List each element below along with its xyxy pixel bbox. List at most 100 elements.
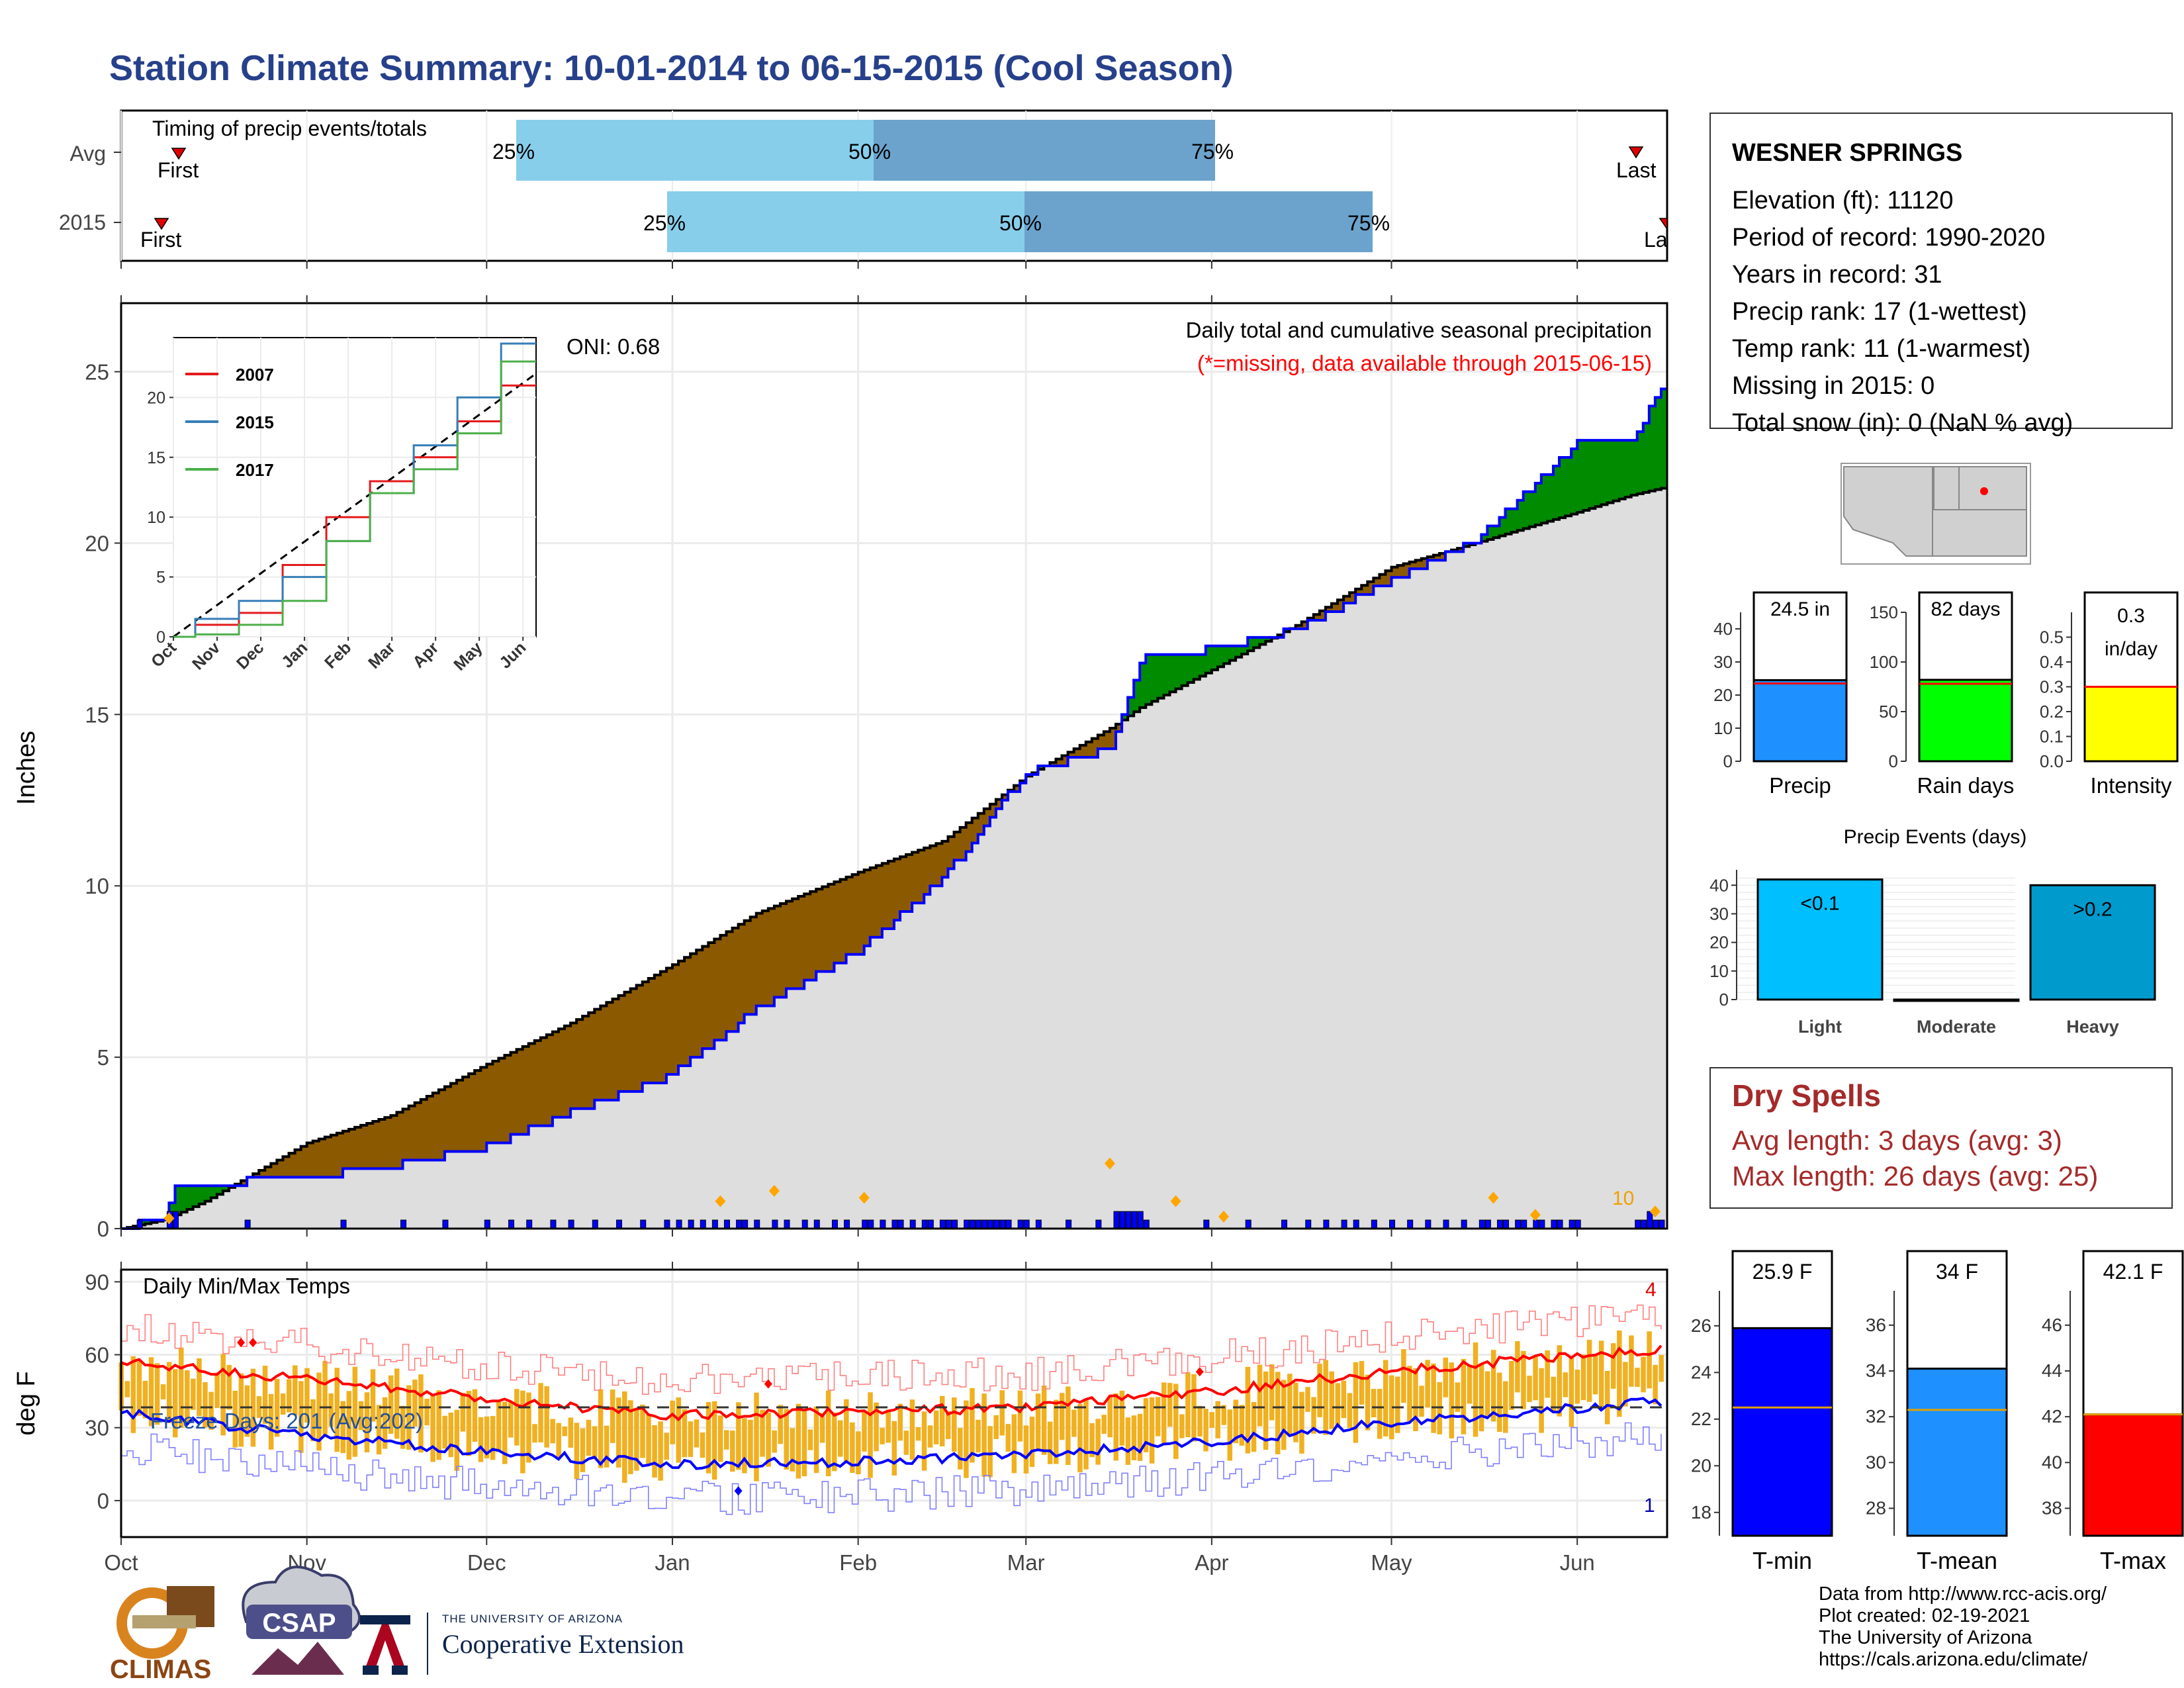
temp-range-bar [1227, 1409, 1233, 1461]
daily-precip-bar [1137, 1211, 1144, 1229]
temp-range-bar [958, 1428, 963, 1470]
avg-last-label: Last [1616, 158, 1657, 182]
temp-range-bar [1443, 1357, 1448, 1397]
daily-precip-bar [1635, 1219, 1641, 1229]
temp-range-bar [868, 1392, 873, 1478]
daily-precip-bar [711, 1219, 718, 1229]
daily-precip-bar [939, 1219, 946, 1229]
temp-range-bar [903, 1430, 909, 1455]
temp-range-bar [993, 1415, 999, 1439]
temp-range-bar [1083, 1399, 1089, 1470]
temp-range-bar [610, 1389, 615, 1443]
summary-ytick: 0.0 [2040, 751, 2064, 771]
daily-precip-bar [987, 1219, 994, 1229]
daily-precip-bar [1017, 1219, 1024, 1229]
daily-precip-bar [1035, 1219, 1042, 1229]
temp-summary-label: T-max [2100, 1547, 2166, 1574]
daily-precip-bar [772, 1219, 778, 1229]
orange-marker [715, 1195, 726, 1207]
temp-range-bar [1479, 1364, 1484, 1432]
temp-range-bar [514, 1389, 520, 1446]
precip-ytick: 5 [97, 1045, 109, 1070]
temp-range-bar [394, 1368, 400, 1439]
temp-range-bar [1245, 1366, 1251, 1454]
dry-spells-title: Dry Spells [1732, 1078, 1881, 1113]
inset-ytick: 0 [156, 628, 165, 647]
temp-range-bar [1305, 1387, 1310, 1412]
temp-range-bar [705, 1402, 711, 1474]
temp-range-bar [172, 1369, 178, 1438]
temp-range-bar [1598, 1340, 1604, 1407]
temp-range-bar [1203, 1409, 1208, 1452]
events-ytick: 40 [1709, 875, 1729, 895]
temp-range-bar [646, 1415, 651, 1466]
precip-missing-note: (*=missing, data available through 2015-… [1197, 351, 1652, 375]
temp-range-bar [1503, 1381, 1508, 1433]
temp-range-bar [154, 1363, 160, 1425]
avg-last-marker-icon [1628, 146, 1644, 159]
daily-precip-bar [1125, 1211, 1132, 1229]
station-location-icon [1980, 487, 1988, 495]
temp-range-bar [574, 1423, 580, 1479]
summary-label: Precip [1769, 773, 1831, 798]
daily-precip-bar [400, 1219, 407, 1229]
daily-precip-bar [981, 1219, 988, 1229]
daily-precip-bar [880, 1219, 886, 1229]
avg-min-line [120, 1397, 1662, 1470]
temp-range-bar [880, 1427, 885, 1444]
daily-precip-bar [1653, 1219, 1659, 1229]
temp-range-bar [1011, 1414, 1017, 1474]
temp-range-bar [556, 1423, 561, 1460]
temp-range-bar [831, 1412, 837, 1472]
temp-range-bar [430, 1394, 435, 1462]
summary-ytick: 0.3 [2040, 677, 2064, 697]
temp-range-bar [442, 1415, 447, 1449]
summary-ytick: 0 [1889, 751, 1898, 771]
temp-range-bar [1545, 1350, 1550, 1398]
temp-top-count: 4 [1645, 1279, 1657, 1301]
temp-range-bar [214, 1372, 220, 1409]
temp-summary-bars: 18 20 22 24 26 25.9 F T-min 28 30 32 34 36 34 F T-mea… [1691, 1250, 2184, 1574]
temp-range-bar [520, 1390, 525, 1474]
csap-logo: CSAP [242, 1566, 361, 1675]
station-temp-rank: Temp rank: 11 (1-warmest) [1732, 335, 2031, 363]
temp-range-bar [981, 1393, 987, 1477]
precip-ytick: 0 [97, 1217, 109, 1241]
temp-range-bar [766, 1412, 771, 1467]
daily-precip-bar [526, 1219, 533, 1229]
month-tick: Jan [655, 1550, 690, 1575]
inset-legend-2017: 2017 [236, 460, 274, 480]
page-title: Station Climate Summary: 10-01-2014 to 0… [109, 48, 1234, 88]
temp-range-bar [598, 1389, 604, 1468]
temp-range-bar [694, 1419, 700, 1448]
temp-range-bar [1484, 1371, 1490, 1417]
temp-range-bar [298, 1381, 304, 1453]
temp-range-bar [1149, 1397, 1155, 1464]
temp-range-bar [1101, 1415, 1107, 1434]
daily-precip-bar [664, 1219, 670, 1229]
daily-precip-bar [970, 1219, 976, 1229]
dry-spells-max: Max length: 26 days (avg: 25) [1732, 1160, 2099, 1192]
temp-range-bar [238, 1373, 244, 1447]
obs-pct25: 25% [643, 211, 686, 235]
temp-range-bar [334, 1368, 340, 1452]
temp-range-bar [1113, 1393, 1119, 1461]
summary-label: Rain days [1917, 773, 2015, 798]
obs-last-marker-icon [1659, 218, 1668, 231]
temp-range-bar [736, 1402, 741, 1470]
temp-range-bar [939, 1395, 945, 1446]
temp-range-bar [1515, 1341, 1520, 1393]
obs-first-marker-icon [154, 218, 169, 230]
temp-ytick: 0 [97, 1489, 109, 1513]
temp-range-bar [592, 1426, 598, 1460]
temp-range-bar [484, 1416, 490, 1459]
temp-range-bar [124, 1381, 130, 1397]
summary-ytick: 26 [1691, 1315, 1711, 1336]
daily-precip-bar [340, 1219, 347, 1229]
record-high-marker [1195, 1367, 1204, 1377]
summary-ytick: 30 [1713, 652, 1733, 672]
temp-range-bar [1509, 1360, 1514, 1411]
daily-precip-bar [1521, 1219, 1527, 1229]
month-tick: Oct [104, 1550, 138, 1575]
daily-precip-bar [999, 1219, 1006, 1229]
